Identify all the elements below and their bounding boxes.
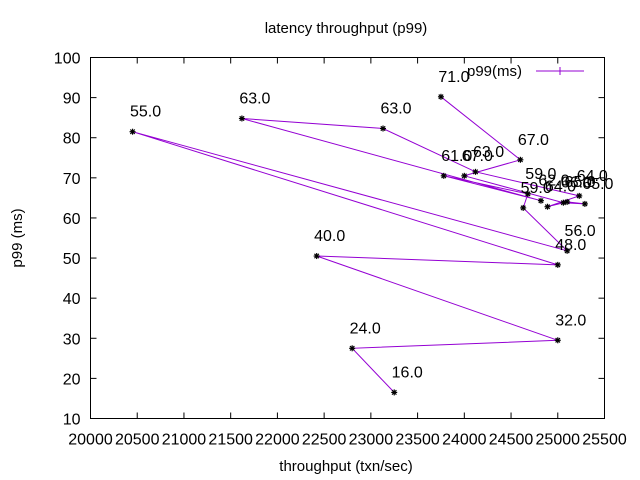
y-tick-label: 100 bbox=[54, 51, 81, 68]
data-label: 63.0 bbox=[239, 90, 270, 107]
y-tick-label: 80 bbox=[63, 131, 81, 148]
x-tick-label: 23000 bbox=[349, 432, 394, 449]
x-tick-label: 24500 bbox=[489, 432, 534, 449]
y-tick-label: 40 bbox=[63, 291, 81, 308]
data-point-marker bbox=[520, 204, 527, 211]
y-tick-label: 10 bbox=[63, 412, 81, 429]
data-point-marker bbox=[544, 203, 551, 210]
data-label: 62.0 bbox=[538, 173, 569, 190]
data-label: 24.0 bbox=[350, 320, 381, 337]
axis-tick-labels: 20000 20500 21000 21500 22000 22500 23000 23500… bbox=[54, 51, 627, 449]
data-point-marker bbox=[437, 93, 444, 100]
y-tick-label: 20 bbox=[63, 371, 81, 388]
data-label: 32.0 bbox=[555, 312, 586, 329]
y-tick-label: 60 bbox=[63, 211, 81, 228]
data-point-marker bbox=[349, 345, 356, 352]
data-label: 59.0 bbox=[525, 166, 556, 183]
data-point-marker bbox=[380, 125, 387, 132]
y-tick-label: 90 bbox=[63, 91, 81, 108]
data-label: 63.0 bbox=[473, 144, 504, 161]
x-tick-label: 23500 bbox=[395, 432, 440, 449]
x-tick-label: 22500 bbox=[302, 432, 347, 449]
data-point-marker bbox=[581, 200, 588, 207]
data-point-marker bbox=[537, 197, 544, 204]
data-point-marker bbox=[461, 172, 468, 179]
data-label: 16.0 bbox=[392, 364, 423, 381]
data-label: 63.0 bbox=[380, 100, 411, 117]
x-tick-label: 21500 bbox=[208, 432, 253, 449]
data-label: 56.0 bbox=[565, 223, 596, 240]
data-point-marker bbox=[472, 168, 479, 175]
axis-ticks bbox=[90, 57, 605, 419]
data-point-marker bbox=[517, 156, 524, 163]
y-tick-label: 50 bbox=[63, 251, 81, 268]
data-point-marker bbox=[576, 192, 583, 199]
data-label: 59.0 bbox=[521, 180, 552, 197]
data-point-marker bbox=[560, 199, 567, 206]
data-label: 71.0 bbox=[438, 69, 469, 86]
data-point-marker bbox=[524, 190, 531, 197]
data-label: 64.0 bbox=[545, 179, 576, 196]
x-tick-label: 22000 bbox=[255, 432, 300, 449]
plot-frame bbox=[90, 57, 605, 419]
data-label: 64.0 bbox=[577, 168, 608, 185]
data-point-marker bbox=[391, 389, 398, 396]
data-label: 65.0 bbox=[565, 174, 596, 191]
data-label: 65.0 bbox=[582, 176, 613, 193]
data-point-marker bbox=[564, 198, 571, 205]
x-tick-label: 25500 bbox=[582, 432, 627, 449]
x-tick-label: 20000 bbox=[68, 432, 113, 449]
data-label: 67.0 bbox=[518, 132, 549, 149]
series-line-p99 bbox=[132, 96, 585, 393]
y-axis-title: p99 (ms) bbox=[9, 208, 26, 267]
y-tick-label: 30 bbox=[63, 331, 81, 348]
data-label: 66.0 bbox=[561, 175, 592, 192]
data-point-marker bbox=[554, 261, 561, 268]
legend-label-p99: p99(ms) bbox=[467, 63, 522, 80]
data-point-marker bbox=[564, 247, 571, 254]
chart-title: latency throughput (p99) bbox=[265, 20, 428, 37]
data-label: 55.0 bbox=[130, 104, 161, 121]
x-tick-label: 25000 bbox=[536, 432, 581, 449]
data-point-marker bbox=[554, 337, 561, 344]
data-label: 40.0 bbox=[314, 228, 345, 245]
x-tick-label: 20500 bbox=[115, 432, 160, 449]
data-markers bbox=[129, 93, 588, 396]
data-point-marker bbox=[238, 115, 245, 122]
x-tick-label: 21000 bbox=[162, 432, 207, 449]
data-label: 61.0 bbox=[441, 148, 472, 165]
y-tick-label: 70 bbox=[63, 171, 81, 188]
data-label: 48.0 bbox=[555, 237, 586, 254]
x-axis-title: throughput (txn/sec) bbox=[279, 458, 412, 475]
x-tick-label: 24000 bbox=[442, 432, 487, 449]
legend: p99(ms) bbox=[467, 63, 584, 80]
data-point-marker bbox=[129, 128, 136, 135]
data-point-marker bbox=[313, 253, 320, 260]
data-labels: 16.0 24.0 32.0 40.0 48.0 55.0 56.0 59.059.0 61.0… bbox=[130, 69, 614, 382]
data-label: 67.0 bbox=[462, 148, 493, 165]
data-point-marker bbox=[440, 172, 447, 179]
